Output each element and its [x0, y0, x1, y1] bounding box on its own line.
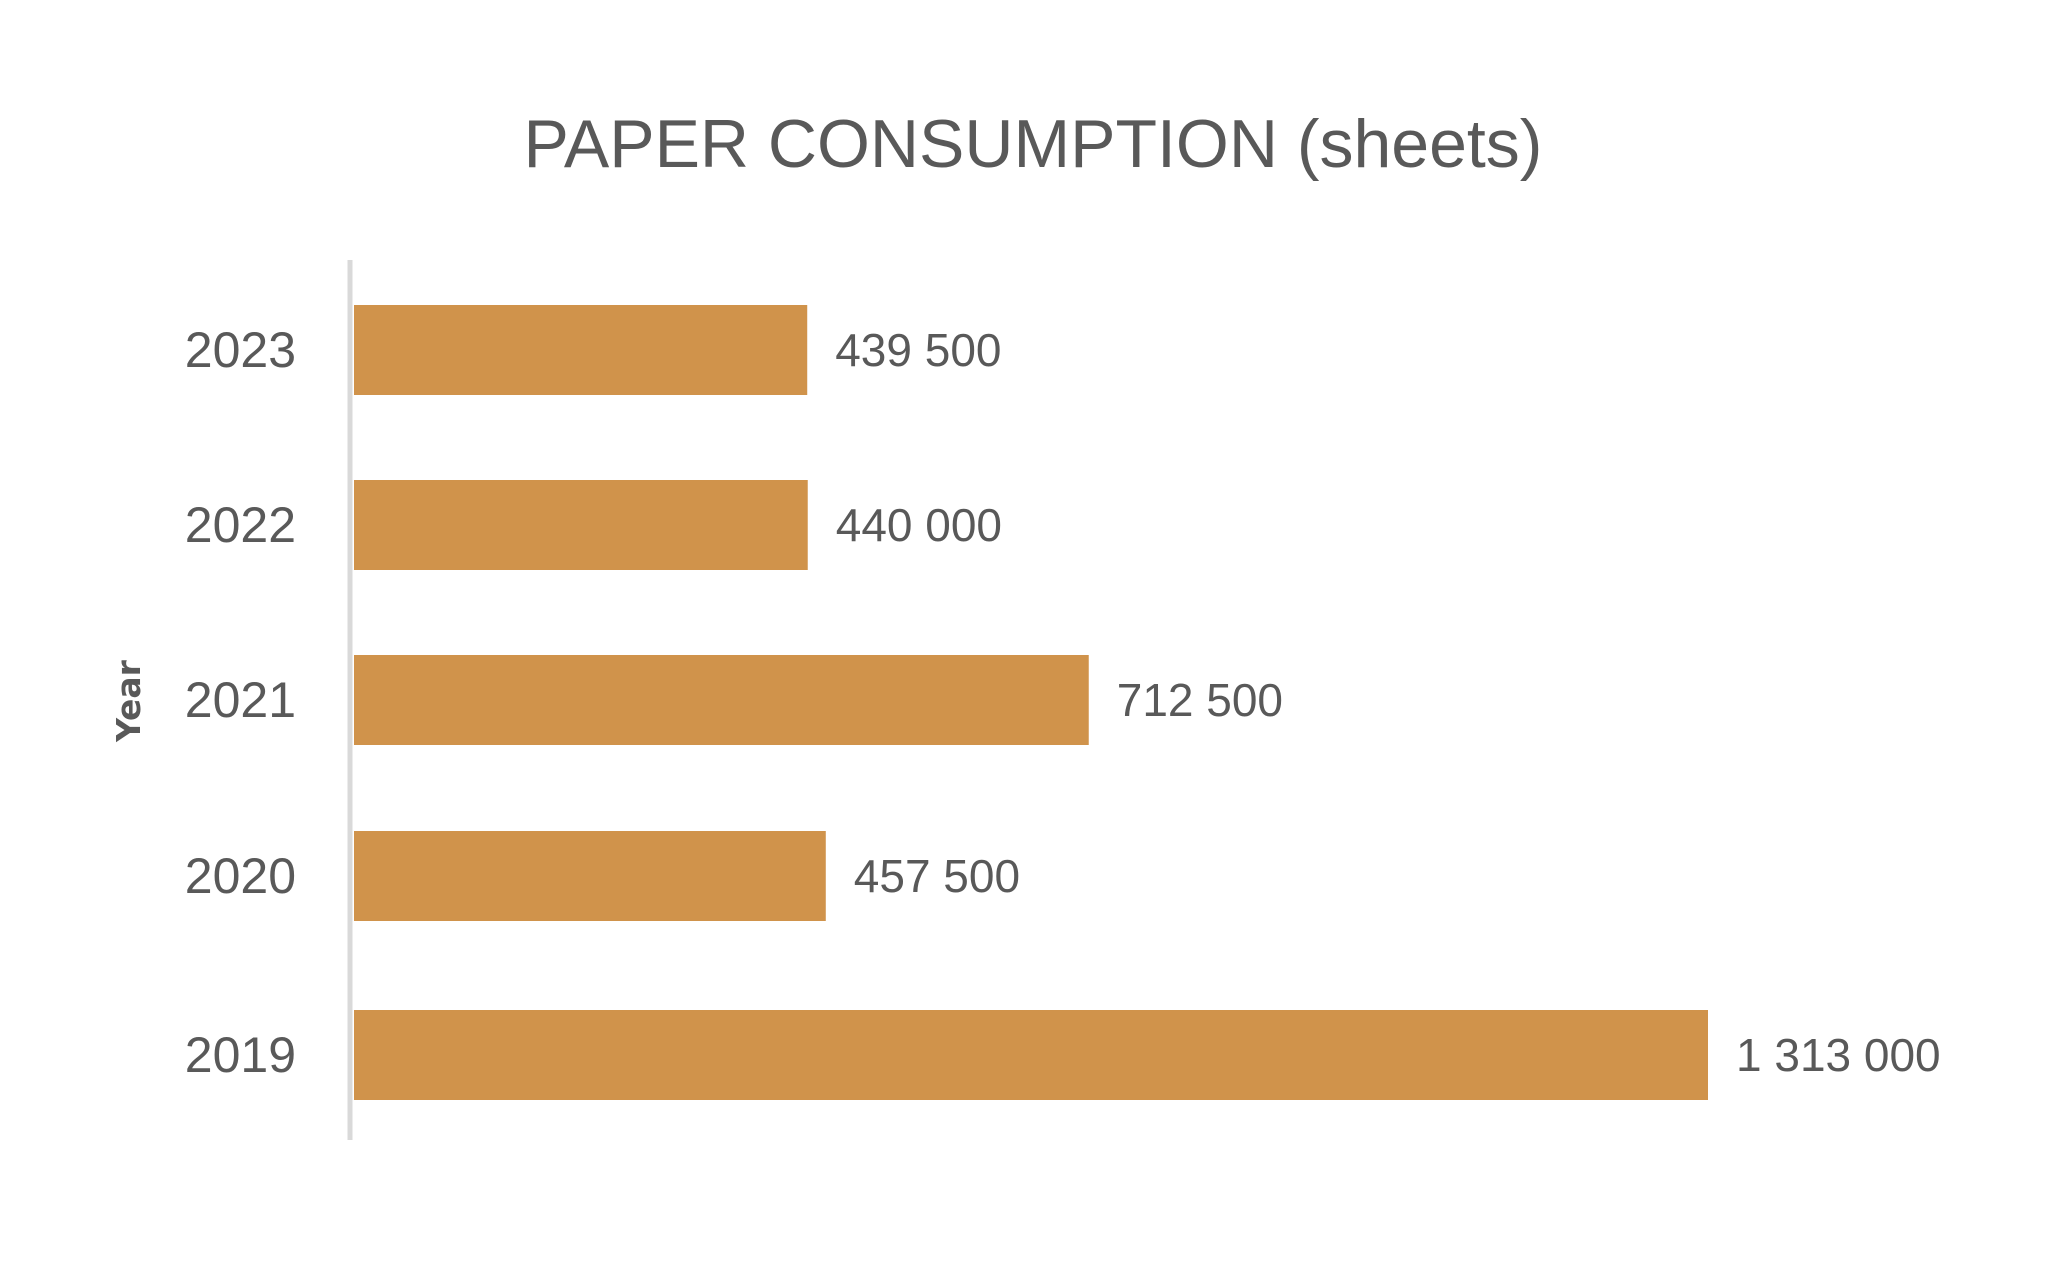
y-tick-label: 2022: [185, 497, 296, 553]
y-tick-label: 2020: [185, 848, 296, 904]
bar-2020: [354, 831, 826, 921]
data-labels: 439 500 440 000 712 500 457 500 1 313 000: [835, 324, 1940, 1081]
bars-group: [354, 305, 1708, 1100]
y-axis-title: Year: [109, 659, 148, 743]
bar-2022: [354, 480, 808, 570]
y-tick-label: 2021: [185, 672, 296, 728]
bar-2019: [354, 1010, 1708, 1100]
bar-2023: [354, 305, 808, 395]
data-label: 439 500: [835, 324, 1001, 376]
bar-2021: [354, 655, 1089, 745]
data-label: 1 313 000: [1736, 1029, 1941, 1081]
y-tick-labels: 2023 2022 2021 2020 2019: [185, 322, 296, 1083]
data-label: 457 500: [854, 850, 1020, 902]
y-tick-label: 2019: [185, 1027, 296, 1083]
data-label: 712 500: [1117, 674, 1283, 726]
chart-title: PAPER CONSUMPTION (sheets): [524, 106, 1543, 182]
data-label: 440 000: [836, 499, 1002, 551]
y-tick-label: 2023: [185, 322, 296, 378]
